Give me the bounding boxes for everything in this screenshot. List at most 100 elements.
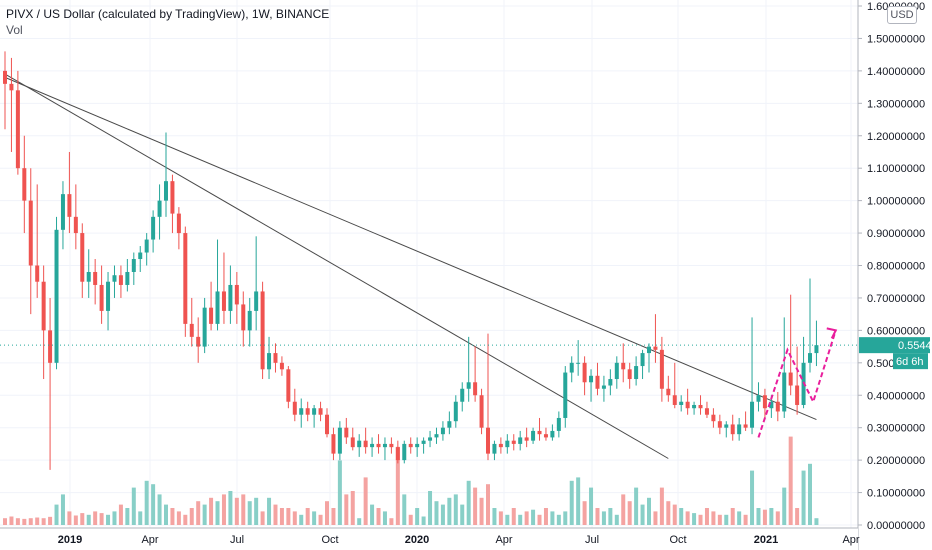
volume-bar (267, 497, 272, 525)
trendline (4, 73, 669, 459)
volume-bar (595, 508, 600, 525)
x-tick-label: 2021 (754, 534, 778, 546)
candle-body (157, 200, 162, 217)
y-tick-label: 0.90000000 (867, 228, 925, 240)
volume-bar (28, 518, 33, 525)
volume-bar (408, 514, 413, 525)
candle-body (80, 233, 85, 282)
candle-body (711, 414, 716, 422)
volume-bar (589, 487, 594, 525)
volume-bar (118, 504, 123, 525)
time-axis[interactable]: 2019 Apr Jul Oct 2020 Apr Jul Oct 2021 Apr (0, 527, 860, 550)
volume-bar (814, 518, 819, 525)
x-tick-label: Apr (495, 534, 512, 546)
volume-bar (325, 501, 329, 525)
candle-body (775, 401, 780, 412)
volume-bar (453, 494, 458, 525)
price-axis[interactable]: 0.00000000 0.10000000 0.20000000 0.30000000… (857, 0, 932, 550)
candle-body (440, 427, 445, 435)
candle-body (279, 362, 284, 370)
candle-body (634, 366, 639, 380)
y-tick-label: 0.60000000 (867, 325, 925, 337)
candle-body (621, 362, 626, 370)
volume-bar (737, 511, 742, 525)
volume-bar (312, 511, 317, 525)
candle-body (492, 443, 497, 454)
volume-bar (498, 511, 503, 525)
candle-body (408, 443, 413, 448)
volume-bar (151, 484, 156, 525)
volume-bar (60, 494, 65, 525)
candle-body (99, 284, 104, 311)
volume-bar (22, 518, 27, 525)
candle-body (421, 440, 426, 444)
volume-bar (698, 514, 703, 525)
x-tick-label: 2020 (405, 534, 429, 546)
volume-bar (164, 504, 168, 525)
candle-body (582, 362, 587, 383)
candle-body (305, 408, 310, 415)
candle-body (151, 216, 156, 240)
x-tick-label: Jul (230, 534, 244, 546)
candle-body (601, 385, 606, 389)
volume-bar (344, 494, 349, 525)
candle-body (795, 385, 800, 405)
volume-bar (106, 514, 111, 525)
candle-body (402, 443, 407, 461)
volume-bar (80, 513, 85, 525)
time-axis-background (0, 528, 858, 550)
candle-body (505, 440, 510, 448)
volume-bar (775, 511, 780, 525)
volume-bar (138, 511, 143, 525)
candle-body (28, 200, 33, 266)
candle-body (376, 443, 381, 448)
candle-body (241, 304, 246, 331)
trendline (4, 76, 817, 421)
volume-bar (189, 508, 194, 525)
candle-body (189, 323, 194, 337)
candle-body (112, 275, 117, 282)
volume-bar (247, 501, 252, 525)
y-tick-label: 0.10000000 (867, 488, 925, 500)
candle-body (286, 369, 291, 402)
candle-body (627, 369, 632, 380)
candle-body (3, 70, 7, 84)
candle-body (176, 213, 181, 234)
volume-bar (672, 504, 677, 525)
arrow-annotation[interactable] (757, 327, 838, 438)
volume-bar (627, 501, 632, 525)
candle-body (292, 401, 297, 415)
volume-bar (724, 514, 729, 525)
volume-bar (273, 504, 278, 525)
candle-body (196, 336, 201, 347)
candle-body (164, 181, 168, 201)
candle-body (215, 291, 220, 324)
currency-button[interactable]: USD (887, 6, 917, 24)
candle-body (692, 404, 697, 409)
volume-bar (505, 514, 510, 525)
y-tick-label: 0.70000000 (867, 293, 925, 305)
candle-body (782, 372, 787, 412)
candle-body (460, 388, 465, 402)
candle-body (679, 401, 684, 405)
volume-bar (808, 463, 812, 525)
candle-body (118, 275, 123, 285)
volume-bar (350, 491, 355, 525)
candle-body (750, 401, 755, 428)
candle-body (344, 427, 349, 438)
candle-body (41, 281, 46, 331)
volume-bar (801, 470, 806, 525)
trendlines[interactable] (4, 73, 817, 459)
x-tick-label: Oct (321, 534, 338, 546)
y-tick-label: 0.30000000 (867, 423, 925, 435)
candle-body (756, 395, 761, 402)
candle-body (498, 443, 503, 448)
volume-bar (131, 487, 136, 525)
zigzag-path (757, 330, 837, 438)
candle-body (614, 362, 619, 380)
candle-body (106, 281, 111, 311)
volume-bar (389, 518, 394, 525)
volume-bar (279, 508, 284, 525)
x-tick-label: Jul (585, 534, 599, 546)
